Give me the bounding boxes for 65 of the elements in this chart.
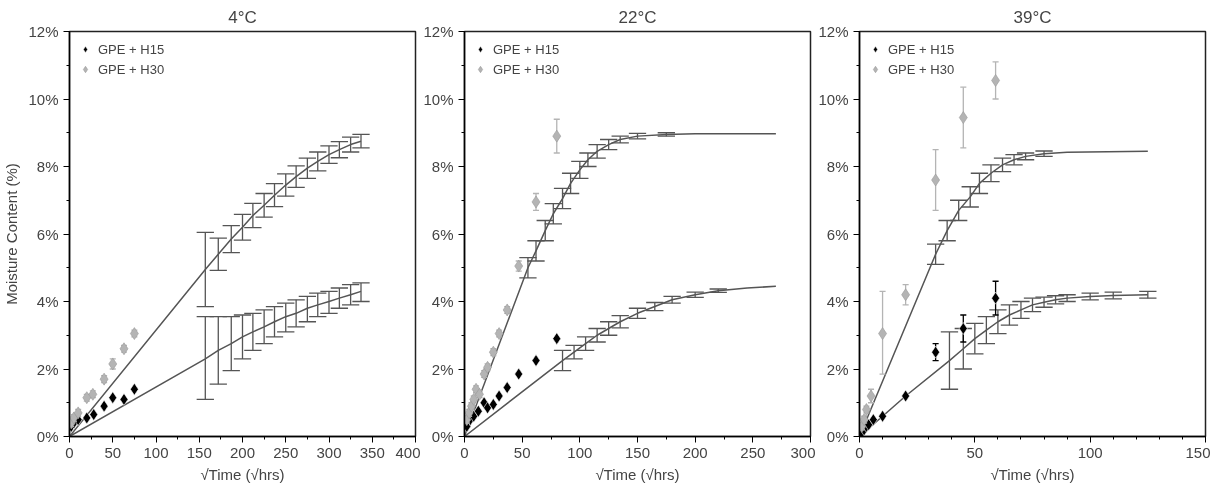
x-tick-label: 400	[395, 443, 421, 461]
point	[82, 411, 92, 425]
y-tick-label: 4%	[826, 293, 849, 310]
x-tick-label: 100	[567, 443, 593, 461]
x-tick-label: 250	[273, 443, 299, 461]
x-tick-label: 0	[65, 443, 74, 461]
legend-label: GPE + H30	[493, 61, 560, 77]
legend-label: GPE + H30	[888, 61, 955, 77]
legend-label: GPE + H15	[888, 41, 955, 57]
x-tick-label: 350	[359, 443, 385, 461]
x-tick-label: 150	[1185, 443, 1211, 461]
y-tick-label: 0%	[431, 428, 454, 445]
y-axis-title: Moisture Content (%)	[3, 163, 21, 305]
y-tick-label: 6%	[431, 225, 454, 243]
point	[552, 332, 562, 345]
x-tick-label: 150	[624, 443, 651, 461]
point	[514, 367, 524, 381]
x-axis-title: √Time (√hrs)	[990, 465, 1075, 483]
chart-title: 39°C	[1013, 7, 1052, 27]
y-tick-label: 4%	[36, 293, 59, 310]
x-tick-label: 50	[513, 443, 531, 461]
point	[531, 354, 541, 367]
x-tick-label: 50	[104, 443, 122, 461]
y-tick-label: 2%	[36, 360, 59, 378]
legend-label: GPE + H15	[98, 41, 165, 57]
x-tick-label: 100	[1077, 443, 1103, 461]
y-tick-label: 6%	[826, 225, 849, 243]
y-tick-label: 8%	[431, 158, 454, 175]
chart-title: 4°C	[228, 7, 257, 27]
x-tick-label: 0	[460, 443, 469, 461]
y-tick-label: 4%	[431, 293, 454, 310]
y-tick-label: 6%	[36, 225, 59, 243]
y-tick-label: 10%	[818, 90, 849, 108]
chart-title: 22°C	[618, 7, 657, 27]
y-tick-label: 10%	[423, 90, 454, 108]
point	[502, 381, 512, 394]
y-tick-label: 12%	[423, 23, 454, 40]
x-tick-label: 100	[143, 443, 169, 461]
x-axis-title: √Time (√hrs)	[200, 465, 285, 483]
legend-label: GPE + H15	[493, 41, 560, 57]
x-tick-label: 150	[186, 443, 212, 461]
y-tick-label: 10%	[28, 90, 59, 108]
x-tick-label: 250	[740, 443, 766, 461]
point	[99, 399, 109, 413]
y-tick-label: 2%	[431, 360, 454, 378]
point	[89, 408, 99, 421]
point	[494, 389, 504, 403]
y-tick-label: 0%	[36, 428, 59, 445]
y-tick-label: 8%	[826, 158, 849, 175]
y-tick-label: 12%	[818, 23, 849, 40]
y-tick-label: 2%	[826, 360, 849, 378]
x-tick-label: 300	[790, 443, 816, 461]
y-tick-label: 8%	[36, 158, 59, 175]
point	[108, 391, 118, 404]
x-axis-title: √Time (√hrs)	[595, 465, 680, 483]
x-tick-label: 50	[966, 443, 984, 461]
x-tick-label: 200	[682, 443, 708, 461]
point	[552, 129, 562, 143]
y-tick-label: 0%	[826, 428, 849, 445]
point	[119, 393, 129, 406]
x-tick-label: 300	[316, 443, 342, 461]
x-tick-label: 0	[855, 443, 864, 461]
legend-label: GPE + H30	[98, 61, 165, 77]
y-tick-label: 12%	[28, 23, 59, 40]
x-tick-label: 200	[229, 443, 256, 461]
